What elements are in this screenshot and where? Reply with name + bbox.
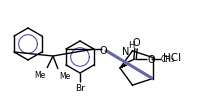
Text: O: O	[148, 55, 156, 64]
Text: Me: Me	[59, 71, 70, 80]
Text: Me: Me	[35, 70, 46, 79]
Text: O: O	[99, 46, 107, 56]
Text: Br: Br	[75, 83, 85, 92]
Text: O: O	[132, 38, 140, 48]
Text: H: H	[128, 41, 135, 49]
Text: HCl: HCl	[163, 53, 181, 62]
Text: N: N	[122, 46, 129, 56]
Text: CH₃: CH₃	[161, 55, 175, 64]
